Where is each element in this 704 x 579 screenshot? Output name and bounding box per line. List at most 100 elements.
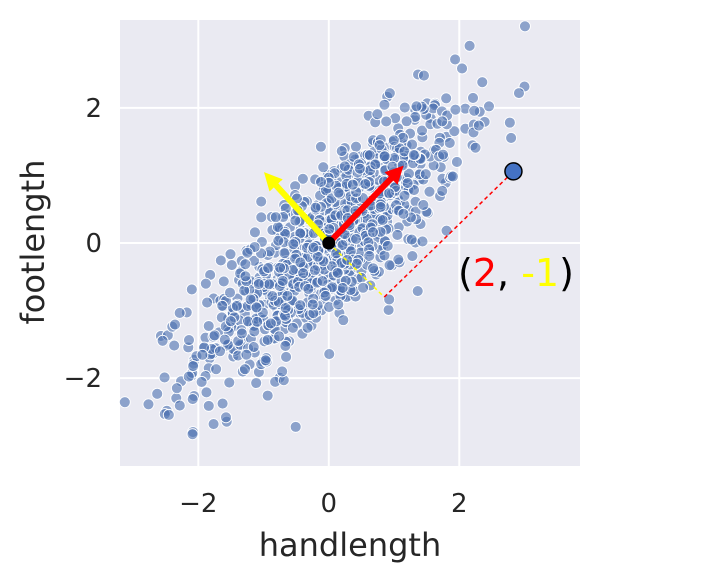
data-point — [216, 397, 229, 410]
data-point — [446, 170, 459, 183]
data-point — [162, 408, 175, 421]
data-point — [397, 207, 410, 220]
data-point — [251, 315, 264, 328]
data-point — [396, 159, 409, 172]
data-point — [398, 189, 411, 202]
x-axis-label: handlength — [259, 526, 441, 564]
data-point — [378, 150, 391, 163]
data-point — [400, 115, 413, 128]
data-point — [186, 393, 199, 406]
data-point — [383, 259, 396, 272]
data-point — [183, 334, 195, 347]
data-point — [301, 321, 314, 334]
data-point — [247, 341, 260, 353]
data-point — [142, 398, 155, 411]
origin-point — [322, 236, 336, 250]
data-point — [332, 186, 345, 199]
data-point — [418, 69, 430, 82]
data-point — [323, 348, 336, 360]
data-point — [380, 115, 393, 128]
data-point — [208, 329, 221, 342]
data-point — [468, 104, 481, 117]
data-point — [367, 226, 379, 239]
data-point — [306, 298, 319, 311]
data-point — [207, 418, 220, 430]
data-point — [411, 285, 424, 297]
data-point — [250, 301, 263, 314]
coordinate-separator: , — [497, 251, 521, 295]
data-point — [456, 62, 469, 75]
data-point — [383, 293, 396, 306]
y-tick-label: 2 — [85, 94, 102, 124]
data-point — [416, 124, 428, 137]
data-point — [450, 156, 463, 168]
data-point — [289, 420, 302, 433]
data-point — [307, 241, 320, 254]
data-point — [323, 223, 336, 235]
data-point — [476, 76, 489, 89]
data-point — [416, 235, 429, 248]
data-point — [224, 315, 237, 328]
data-point — [230, 300, 243, 312]
data-point — [261, 389, 274, 402]
data-point — [314, 140, 327, 153]
data-point — [262, 262, 275, 275]
data-point — [335, 145, 348, 158]
data-point — [382, 304, 395, 316]
data-point — [469, 141, 482, 154]
data-point — [201, 296, 214, 309]
data-point — [440, 224, 453, 237]
data-point — [158, 371, 171, 384]
data-point — [440, 92, 453, 105]
data-point — [449, 103, 462, 116]
data-point — [239, 270, 252, 283]
data-point — [296, 172, 309, 185]
data-point — [374, 201, 387, 213]
data-point — [248, 226, 261, 239]
data-point — [383, 87, 396, 100]
secondary-vector-arrow — [263, 172, 332, 246]
data-point — [271, 221, 284, 233]
data-point — [266, 290, 279, 302]
data-point — [276, 365, 289, 378]
data-point — [173, 399, 186, 412]
data-point — [505, 131, 518, 144]
data-point — [235, 327, 248, 340]
data-point — [287, 238, 300, 251]
data-point — [259, 354, 272, 367]
data-point — [272, 234, 285, 247]
data-point — [359, 178, 372, 190]
data-point — [398, 101, 411, 114]
data-point — [381, 240, 394, 252]
annotations — [263, 162, 523, 298]
data-point — [331, 266, 344, 279]
data-point — [519, 20, 531, 33]
data-point — [308, 264, 321, 277]
data-point — [371, 108, 384, 121]
data-point — [337, 314, 350, 327]
data-point — [449, 53, 462, 66]
data-point — [244, 293, 257, 306]
data-point — [187, 360, 200, 372]
data-point — [392, 253, 405, 266]
data-point — [223, 376, 236, 389]
data-point — [173, 307, 186, 319]
data-point — [196, 348, 209, 361]
data-point — [294, 299, 307, 312]
data-point — [363, 149, 376, 162]
data-point — [218, 333, 231, 346]
data-point — [224, 286, 236, 299]
data-point — [332, 298, 345, 311]
data-point — [363, 249, 376, 262]
data-point — [200, 386, 213, 399]
data-point — [387, 134, 400, 147]
data-point — [401, 177, 414, 189]
data-point — [202, 320, 215, 332]
data-point — [513, 87, 525, 100]
data-point — [357, 281, 370, 294]
y-axis-label: footlength — [14, 160, 52, 325]
data-point — [156, 334, 169, 347]
data-point — [279, 339, 292, 352]
data-point — [252, 278, 265, 290]
data-point — [217, 275, 230, 288]
